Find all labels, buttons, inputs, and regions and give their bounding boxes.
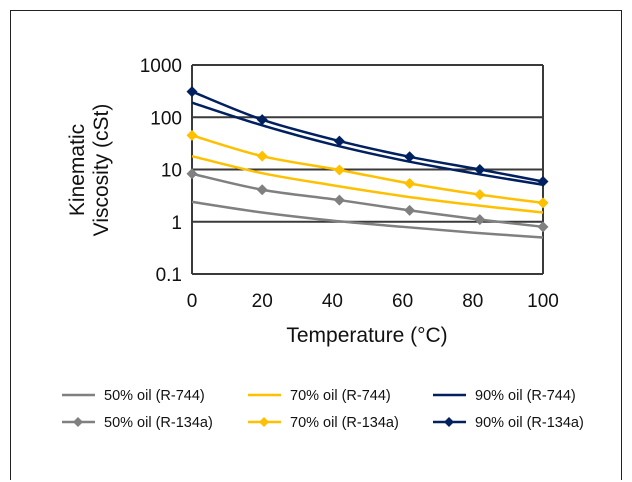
legend-label-0: 50% oil (R-744) [104,388,205,404]
data-point-s5-5 [537,175,549,187]
y-tick-label-0: 0.1 [156,265,182,286]
series-line-3 [191,172,544,229]
legend: 50% oil (R-744) 70% oil (R-744) 90% oil (R… [62,388,584,431]
data-point-s3-2 [333,194,345,206]
x-axis-title: Temperature (°C) [286,324,447,347]
data-point-s5-2 [333,135,345,147]
x-tick-label-5: 100 [527,291,559,312]
y-tick-label-4: 1000 [140,56,182,77]
data-point-s4-4 [474,189,486,201]
y-axis-title-line-1: Kinematic [66,124,89,216]
data-point-s5-0 [186,86,198,98]
legend-label-2: 90% oil (R-744) [475,388,576,404]
y-axis-title-line-2: Viscosity (cSt) [90,104,113,237]
data-point-s4-1 [256,150,268,162]
legend-marker-3 [73,417,83,427]
data-point-s3-0 [186,168,198,180]
legend-marker-4 [259,417,269,427]
series-markers [186,86,549,233]
series-line-1 [191,154,544,214]
legend-label-4: 70% oil (R-134a) [290,415,399,431]
x-tick-label-4: 80 [462,291,483,312]
x-tick-label-0: 0 [187,291,198,312]
legend-label-3: 50% oil (R-134a) [104,415,213,431]
data-point-s4-5 [537,197,549,209]
data-point-s5-4 [474,164,486,175]
y-tick-label-2: 10 [161,161,182,182]
legend-marker-5 [444,417,454,427]
y-tick-label-1: 1 [171,213,182,234]
series-lines [191,90,544,239]
data-point-s5-1 [256,114,268,126]
y-tick-label-3: 100 [150,108,182,129]
chart-frame [10,10,622,480]
data-point-s3-4 [474,214,486,226]
legend-label-1: 70% oil (R-744) [290,388,391,404]
x-tick-label-1: 20 [252,291,273,312]
data-point-s4-0 [186,129,198,141]
series-line-5 [191,90,544,183]
x-tick-label-2: 40 [322,291,343,312]
series-line-0 [191,200,544,239]
legend-label-5: 90% oil (R-134a) [475,415,584,431]
data-point-s3-1 [256,184,268,196]
data-point-s3-3 [404,204,416,216]
x-tick-label-3: 60 [392,291,413,312]
data-point-s3-5 [537,221,549,233]
data-point-s4-3 [404,177,416,189]
data-point-s4-2 [333,164,345,176]
tick-labels: 0.1 1 10 100 1000 0 20 40 60 80 100 [140,56,559,312]
data-point-s5-3 [404,151,416,163]
